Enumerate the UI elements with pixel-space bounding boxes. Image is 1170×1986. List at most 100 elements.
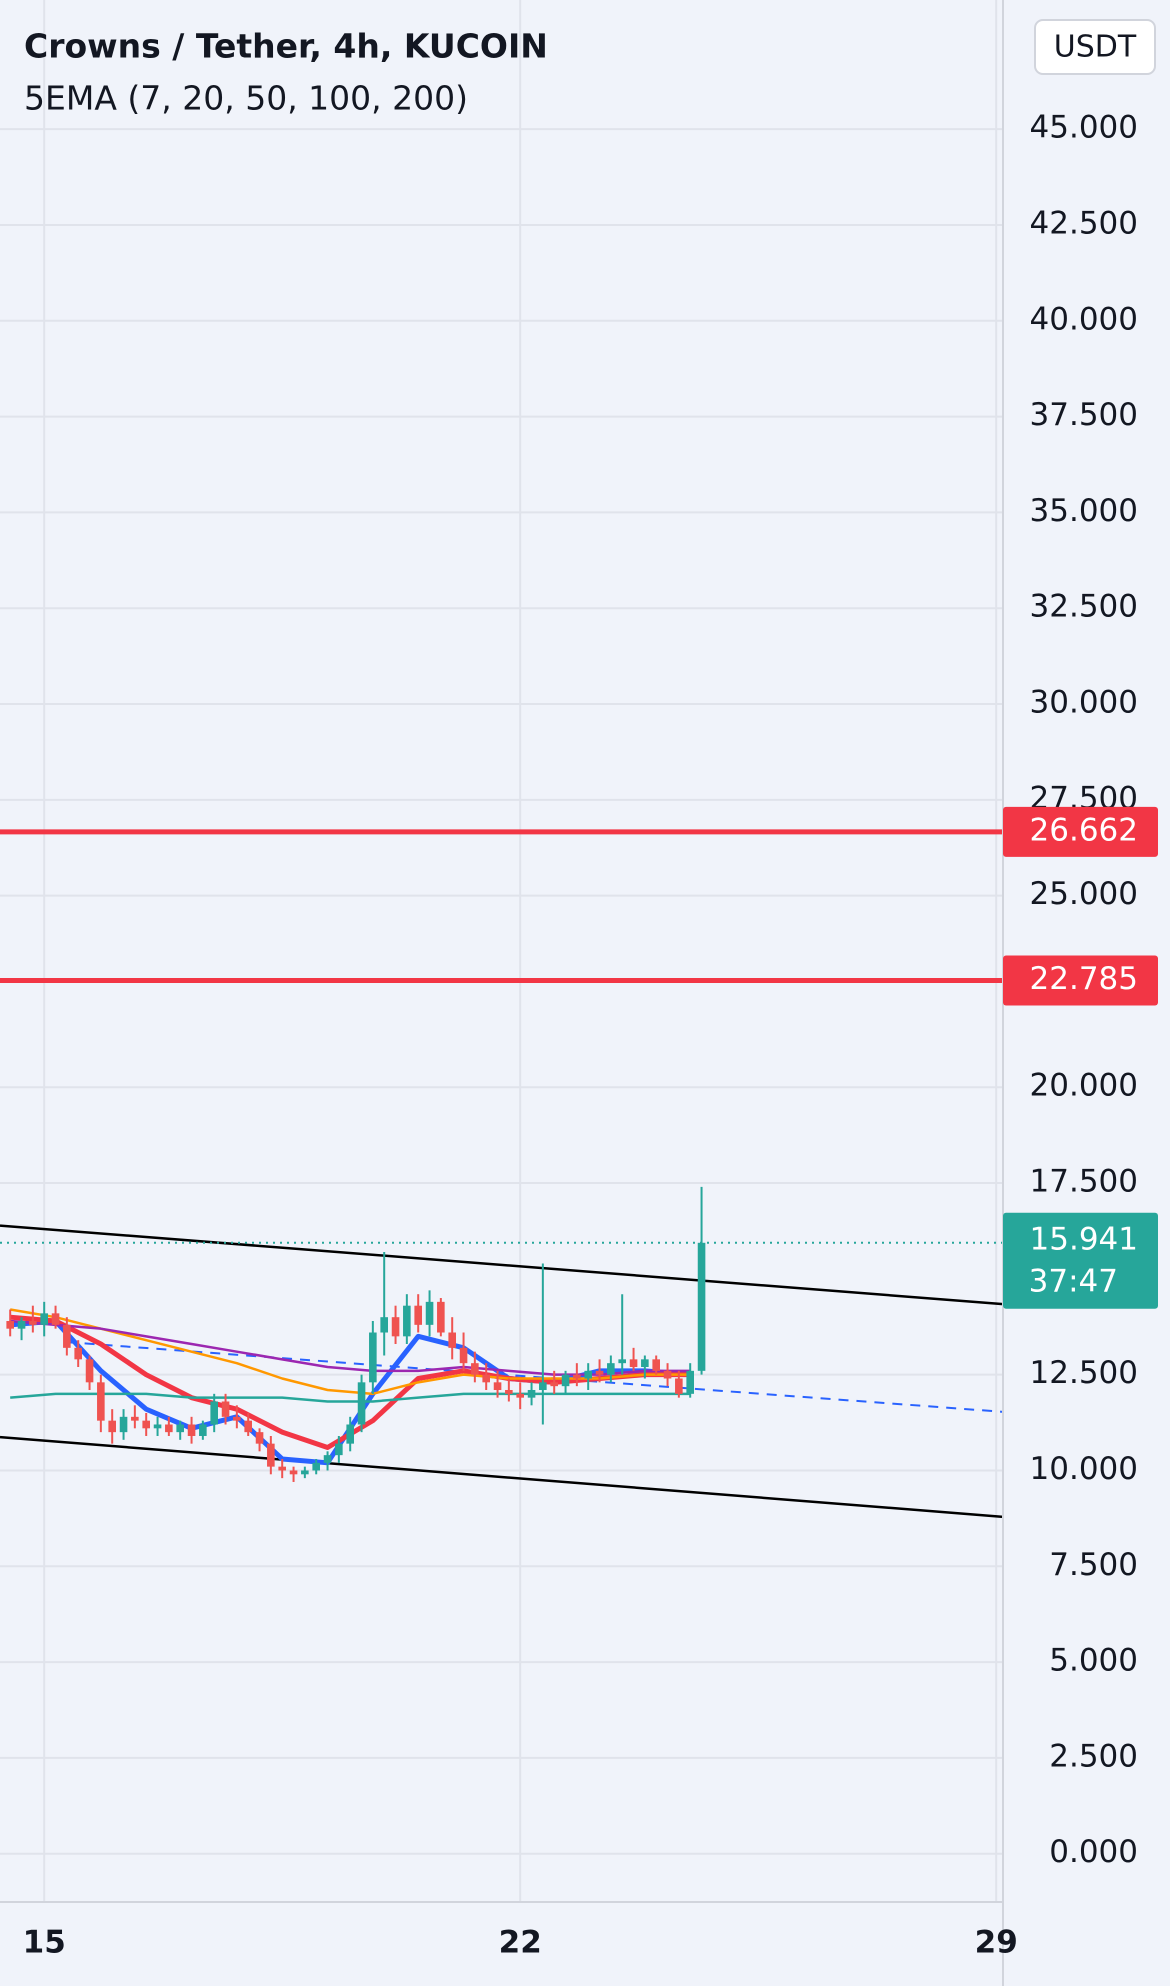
y-tick-label: 25.000 [1030, 876, 1138, 912]
price-label-bg [1003, 955, 1158, 1006]
candle-body [210, 1401, 218, 1425]
y-tick-label: 40.000 [1030, 301, 1138, 337]
candle-body [346, 1424, 354, 1444]
plot [0, 829, 1004, 1519]
candle-body [675, 1378, 683, 1394]
candle-body [629, 1359, 638, 1368]
candle-body [221, 1401, 230, 1417]
y-tick-label: 2.500 [1049, 1738, 1138, 1774]
last-price-bg [1003, 1212, 1158, 1309]
candle-body [369, 1332, 377, 1383]
price-label-bg [1003, 806, 1158, 857]
x-tick-label: 22 [499, 1925, 542, 1961]
candle-body [255, 1432, 264, 1444]
trend-line [66, 1341, 1004, 1413]
candle-body [516, 1393, 524, 1398]
y-tick-label: 35.000 [1030, 493, 1138, 529]
candle-body [335, 1443, 343, 1456]
candle-body [199, 1424, 207, 1436]
candle-body [482, 1374, 490, 1383]
ema-line [10, 1392, 691, 1403]
y-tick-label: 17.500 [1030, 1164, 1138, 1200]
candle-body [618, 1359, 626, 1364]
axes: 0.000 2.500 5.000 7.500 10.000 12.500 17.500 20… [23, 110, 1158, 1961]
candle-body [119, 1416, 128, 1433]
candle-body [29, 1321, 37, 1325]
y-tick-label: 12.500 [1030, 1355, 1138, 1391]
indicator-label: 5EMA (7, 20, 50, 100, 200) [24, 79, 468, 118]
price-label: 26.662 [1030, 812, 1138, 848]
last-price-label: 15.941 [1030, 1221, 1138, 1257]
y-tick-label: 10.000 [1030, 1451, 1138, 1487]
candle-body [176, 1424, 184, 1433]
chart-title: Crowns / Tether, 4h, KUCOIN [24, 27, 548, 66]
candle-body [40, 1313, 48, 1325]
candle-body [561, 1374, 570, 1387]
currency-button[interactable] [1034, 19, 1156, 75]
candle-body [301, 1470, 309, 1475]
trend-line [0, 1435, 1004, 1519]
candle-body [51, 1313, 60, 1325]
candle-body [357, 1382, 366, 1425]
candle-body [539, 1382, 547, 1390]
y-tick-label: 32.500 [1030, 589, 1138, 625]
candle-body [391, 1317, 400, 1337]
candle-body [437, 1301, 445, 1333]
candle-body [527, 1389, 536, 1398]
candle-body [403, 1305, 411, 1337]
x-tick-label: 29 [975, 1925, 1018, 1961]
grid [0, 0, 1003, 1902]
countdown-label: 37:47 [1029, 1263, 1118, 1299]
candle-body [131, 1416, 139, 1421]
candle-body [697, 1242, 706, 1371]
candle-body [493, 1382, 502, 1390]
currency-label[interactable]: USDT [1054, 30, 1137, 65]
candle-body [244, 1420, 252, 1433]
candle-body [641, 1359, 649, 1368]
candle-body [278, 1466, 286, 1471]
candle-body [267, 1443, 275, 1467]
candle-body [425, 1301, 434, 1325]
candle-body [505, 1389, 513, 1394]
candle-body [6, 1321, 14, 1329]
candle-body [323, 1455, 332, 1463]
candle-body [142, 1420, 150, 1429]
candle-body [663, 1370, 672, 1379]
candle-body [652, 1359, 660, 1371]
y-tick-label: 0.000 [1049, 1834, 1138, 1870]
candle-body [97, 1382, 105, 1421]
candle-body [17, 1321, 26, 1329]
y-tick-label: 42.500 [1030, 205, 1138, 241]
candle-body [595, 1370, 604, 1375]
price-label: 22.785 [1030, 961, 1138, 997]
candle-body [380, 1317, 388, 1333]
y-tick-label: 5.000 [1049, 1643, 1138, 1679]
candle-body [414, 1305, 422, 1325]
y-tick-label: 30.000 [1030, 685, 1138, 721]
candle-body [550, 1382, 558, 1387]
y-tick-label: 7.500 [1049, 1547, 1138, 1583]
candle-body [289, 1470, 298, 1475]
candle-body [459, 1347, 468, 1364]
candle-body [108, 1420, 116, 1433]
y-tick-label: 37.500 [1030, 397, 1138, 433]
candle-body [607, 1363, 615, 1375]
candle-body [85, 1359, 94, 1383]
candle-body [686, 1370, 694, 1394]
trend-line [0, 1224, 1004, 1306]
candle-body [63, 1324, 71, 1348]
candle-body [312, 1462, 320, 1471]
candle-body [153, 1424, 162, 1429]
candle-body [187, 1424, 196, 1436]
y-tick-label: 45.000 [1030, 110, 1138, 146]
candle-body [165, 1424, 173, 1433]
candle-body [471, 1363, 479, 1375]
candle-body [448, 1332, 456, 1348]
candle-body [584, 1370, 592, 1379]
candle-body [74, 1347, 82, 1360]
candle-body [573, 1374, 581, 1379]
candle-body [233, 1416, 241, 1421]
